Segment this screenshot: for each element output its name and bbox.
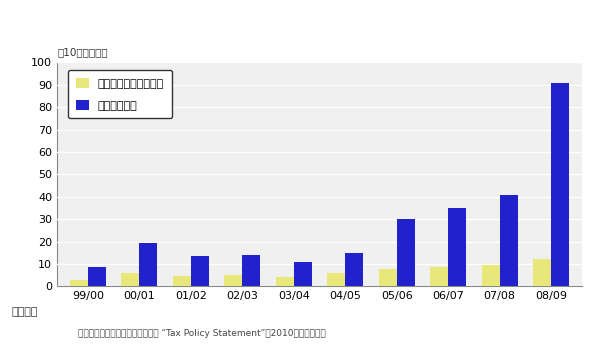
Legend: 資源税、ロイヤリティ, 資源関連利益: 資源税、ロイヤリティ, 資源関連利益 xyxy=(68,70,172,118)
Text: 出所：豪州財務省推定、豪州政府 “Tax Policy Statement”（2010年５月２日）: 出所：豪州財務省推定、豪州政府 “Tax Policy Statement”（2… xyxy=(78,329,326,338)
Bar xyxy=(173,276,191,286)
Bar xyxy=(139,243,157,286)
Bar xyxy=(500,195,518,286)
Bar xyxy=(345,253,363,286)
Text: （年度）: （年度） xyxy=(12,307,38,317)
Bar xyxy=(191,256,209,286)
Bar xyxy=(533,260,551,286)
Bar xyxy=(327,273,345,286)
Bar xyxy=(448,208,466,286)
Bar xyxy=(379,270,397,286)
Bar xyxy=(242,255,260,286)
Bar xyxy=(121,273,139,286)
Text: 資源企業の利益、税金: 資源企業の利益、税金 xyxy=(6,16,94,31)
Text: （10億豪ドル）: （10億豪ドル） xyxy=(57,47,107,57)
Bar xyxy=(70,280,88,286)
Bar xyxy=(397,219,415,286)
Bar xyxy=(88,267,106,286)
Bar xyxy=(294,262,312,286)
Bar xyxy=(551,83,569,286)
Bar xyxy=(224,275,242,286)
Bar xyxy=(482,265,500,286)
Bar xyxy=(430,267,448,286)
Bar xyxy=(276,277,294,286)
